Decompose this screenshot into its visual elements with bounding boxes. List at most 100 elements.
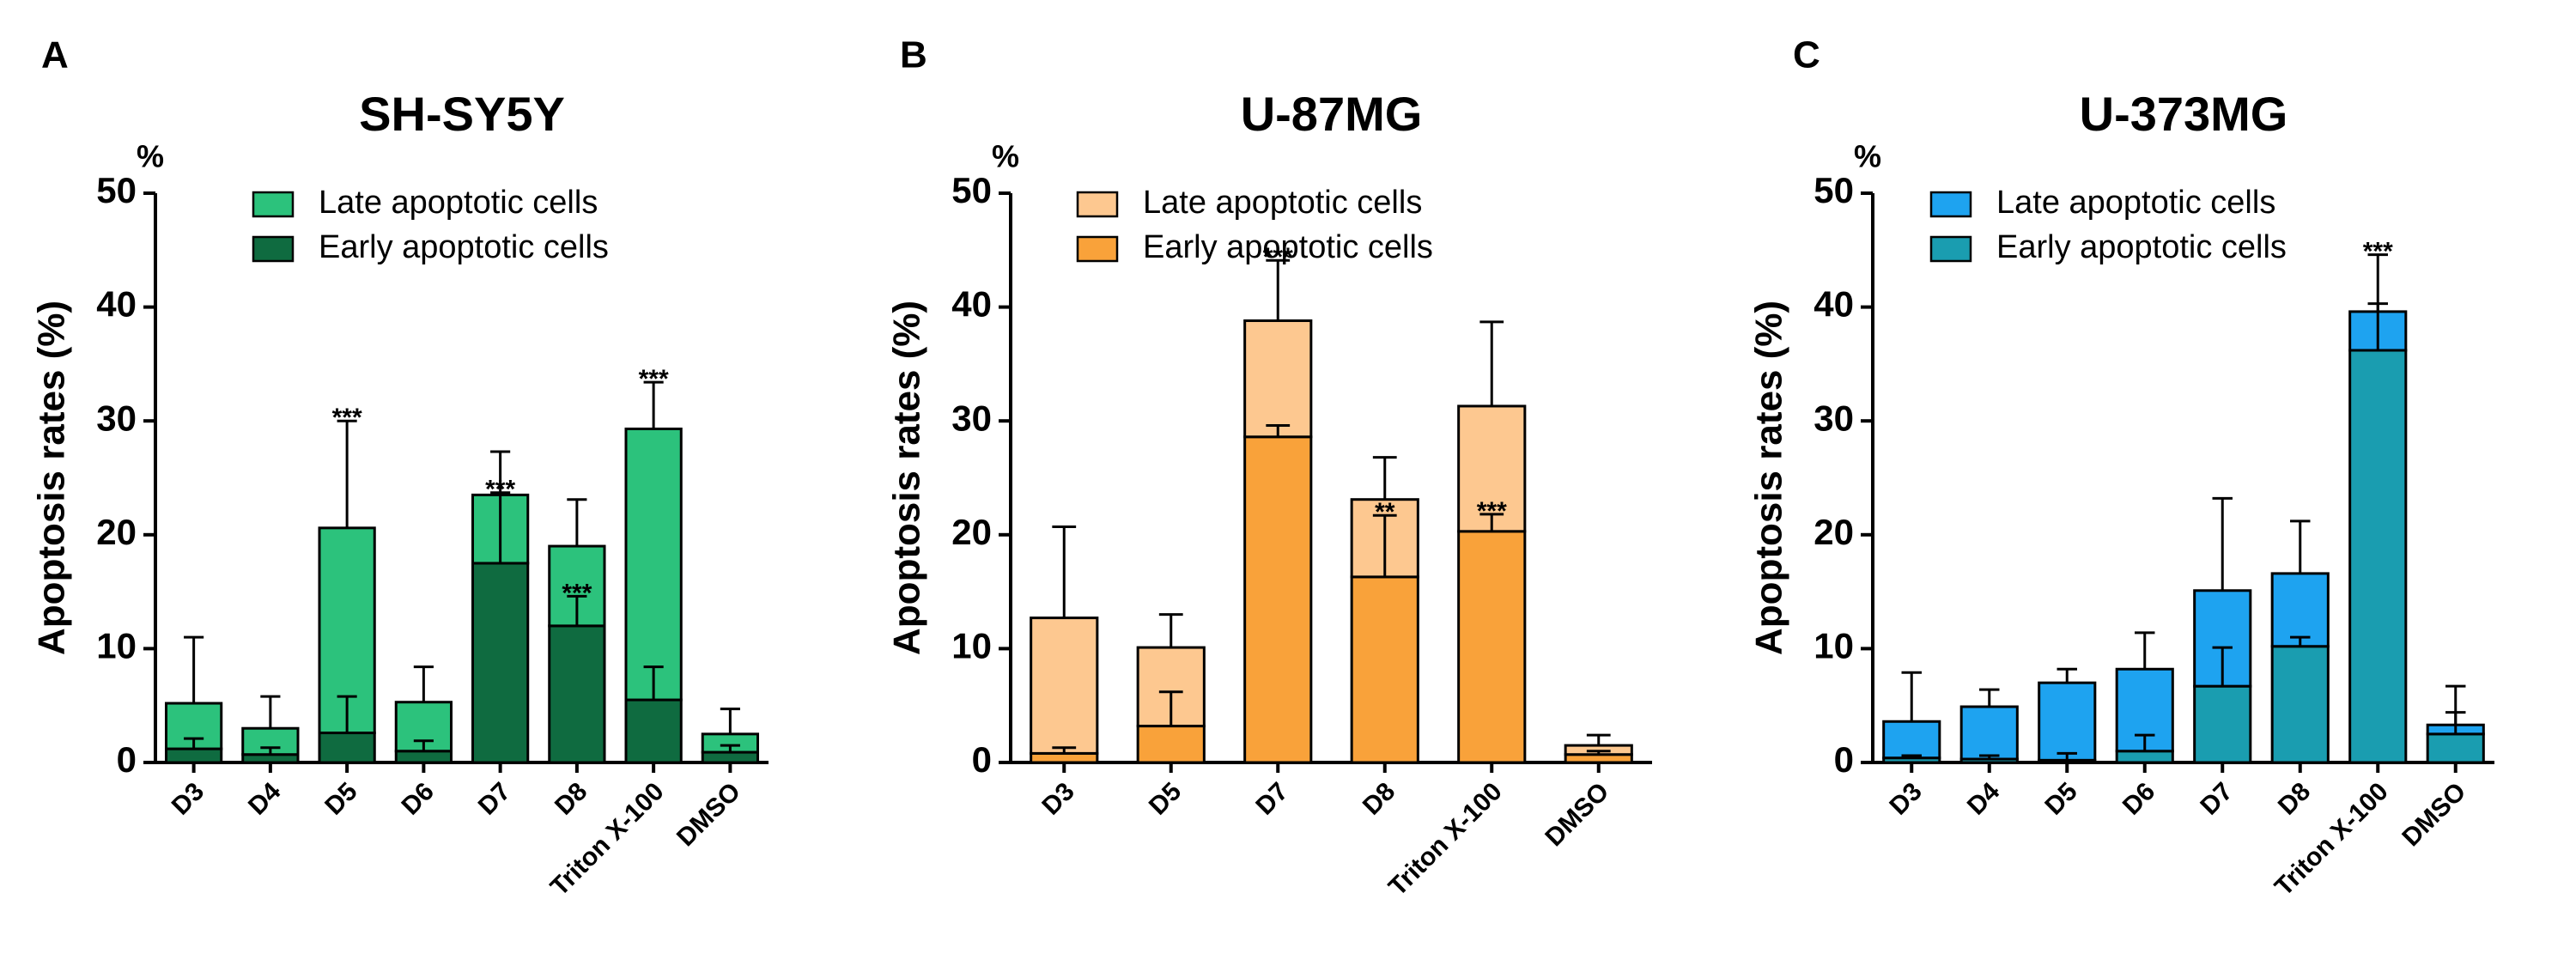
y-tick-label: 50 bbox=[1814, 170, 1854, 210]
error-bar bbox=[2057, 751, 2077, 761]
y-axis-label: Apoptosis rates (%) bbox=[886, 301, 928, 655]
bar-segment bbox=[2115, 750, 2174, 764]
error-bar bbox=[1052, 746, 1077, 754]
x-tick-label: D6 bbox=[396, 777, 439, 820]
error-bar bbox=[567, 498, 587, 547]
x-tick-label: D4 bbox=[1962, 777, 2006, 821]
error-bar bbox=[1979, 754, 2000, 760]
x-tick-label: DMSO bbox=[671, 777, 746, 852]
x-tick-label: D7 bbox=[2195, 777, 2238, 820]
legend-swatch bbox=[252, 235, 295, 263]
bar-segment bbox=[1959, 705, 2019, 761]
significance: *** bbox=[639, 365, 669, 393]
significance: *** bbox=[332, 404, 362, 432]
y-tick-label: 40 bbox=[1814, 284, 1854, 325]
error-bar bbox=[337, 695, 357, 733]
error-bar bbox=[1901, 754, 1922, 758]
panel-label: C bbox=[1793, 34, 1820, 76]
x-tick-label: Triton X-100 bbox=[1383, 777, 1508, 902]
legend-label: Early apoptotic cells bbox=[319, 229, 609, 265]
x-tick-label: D7 bbox=[1250, 777, 1293, 820]
bar-segment bbox=[1457, 530, 1527, 764]
bar-segment bbox=[1030, 617, 1099, 755]
error-bar bbox=[1979, 688, 2000, 708]
error-bar bbox=[2445, 684, 2466, 726]
bar-segment bbox=[1243, 319, 1313, 439]
y-tick-label: 30 bbox=[1814, 398, 1854, 438]
bar-segment bbox=[2193, 684, 2252, 764]
legend-swatch bbox=[252, 191, 295, 218]
error-bar bbox=[2367, 253, 2388, 312]
legend-swatch bbox=[1076, 235, 1119, 263]
bar-segment bbox=[2270, 645, 2330, 764]
error-bar bbox=[643, 665, 664, 701]
error-bar bbox=[490, 450, 511, 495]
error-bar bbox=[1372, 456, 1397, 500]
legend-label: Late apoptotic cells bbox=[319, 185, 598, 221]
bar-segment bbox=[471, 562, 530, 764]
error-bar bbox=[1266, 424, 1291, 437]
x-tick-label: D3 bbox=[167, 777, 210, 820]
x-tick-label: D5 bbox=[1144, 777, 1187, 820]
y-tick-label: 10 bbox=[96, 625, 137, 665]
x-tick-label: D8 bbox=[550, 777, 592, 820]
y-axis-label: Apoptosis rates (%) bbox=[1748, 301, 1790, 655]
legend-label: Early apoptotic cells bbox=[1996, 229, 2287, 265]
error-bar bbox=[413, 739, 434, 751]
error-bar bbox=[1586, 733, 1611, 746]
significance: *** bbox=[1477, 497, 1507, 525]
bar-segment bbox=[1457, 404, 1527, 533]
x-tick-label: D7 bbox=[473, 777, 516, 820]
error-bar bbox=[2212, 646, 2233, 687]
error-bar bbox=[2135, 733, 2155, 751]
x-tick-label: DMSO bbox=[1540, 777, 1614, 852]
error-bar bbox=[1158, 613, 1183, 648]
y-tick-label: 40 bbox=[951, 284, 992, 325]
error-bar bbox=[260, 695, 281, 729]
significance: ** bbox=[1375, 498, 1395, 526]
y-tick-label: 20 bbox=[96, 512, 137, 552]
bar-segment bbox=[1243, 435, 1313, 764]
error-bar bbox=[2135, 631, 2155, 670]
x-tick-label: D6 bbox=[2117, 777, 2160, 820]
chart-title: U-373MG bbox=[2080, 87, 2288, 141]
error-bar bbox=[567, 594, 587, 626]
chart-title: SH-SY5Y bbox=[359, 87, 565, 141]
bar-segment bbox=[624, 427, 683, 702]
error-bar bbox=[337, 419, 357, 528]
x-tick-label: D8 bbox=[1358, 777, 1400, 820]
y-tick-label: 10 bbox=[1814, 625, 1854, 665]
panel-label: B bbox=[900, 34, 927, 76]
error-bar bbox=[260, 746, 281, 755]
y-tick-label: 10 bbox=[951, 625, 992, 665]
bar-segment bbox=[2270, 572, 2330, 648]
error-bar bbox=[184, 737, 204, 750]
bar-segment bbox=[1136, 725, 1206, 764]
legend-label: Early apoptotic cells bbox=[1143, 229, 1433, 265]
error-bar bbox=[643, 380, 664, 429]
y-tick-label: 0 bbox=[972, 739, 992, 780]
error-bar bbox=[720, 708, 740, 734]
bar-segment bbox=[394, 750, 453, 764]
significance: *** bbox=[1263, 243, 1293, 271]
error-bar bbox=[2057, 667, 2077, 683]
error-bar bbox=[1372, 513, 1397, 577]
error-bar bbox=[1901, 671, 1922, 722]
y-tick-label: 30 bbox=[951, 398, 992, 438]
error-bar bbox=[1266, 258, 1291, 321]
significance: *** bbox=[562, 579, 592, 607]
error-bar bbox=[2290, 519, 2311, 574]
error-bar bbox=[2212, 496, 2233, 591]
bar-segment bbox=[701, 750, 760, 764]
bar-segment bbox=[2426, 732, 2485, 764]
bar-segment bbox=[2038, 681, 2097, 762]
bar-segment bbox=[548, 624, 606, 764]
bar-segment bbox=[1882, 720, 1941, 760]
significance: *** bbox=[2363, 238, 2393, 266]
x-tick-label: D8 bbox=[2273, 777, 2316, 820]
y-tick-label: 0 bbox=[1834, 739, 1854, 780]
y-axis-label: Apoptosis rates (%) bbox=[31, 301, 73, 655]
y-tick-label: 20 bbox=[1814, 512, 1854, 552]
bar-segment bbox=[164, 747, 223, 764]
